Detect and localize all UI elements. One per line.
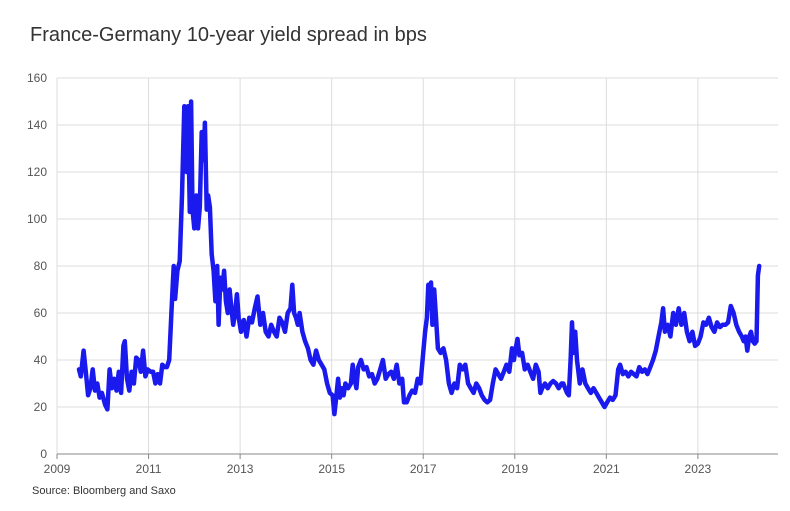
y-tick-label: 20 xyxy=(34,400,48,414)
x-tick-label: 2015 xyxy=(318,462,345,476)
x-tick-label: 2019 xyxy=(501,462,528,476)
y-tick-label: 140 xyxy=(27,118,47,132)
y-tick-label: 40 xyxy=(34,353,48,367)
series-line xyxy=(76,99,762,417)
x-tick-label: 2023 xyxy=(685,462,712,476)
x-tick-label: 2011 xyxy=(136,462,162,476)
x-tick-label: 2021 xyxy=(593,462,620,476)
x-axis-ticks: 2009 2011 2013 2015 2017 2019 2021 2023 xyxy=(44,454,712,476)
y-tick-label: 0 xyxy=(40,447,47,461)
y-tick-label: 60 xyxy=(34,306,48,320)
y-axis-ticks: 0 20 40 60 80 100 120 140 160 xyxy=(27,71,47,461)
y-tick-label: 80 xyxy=(34,259,48,273)
y-tick-label: 120 xyxy=(27,165,47,179)
source-note: Source: Bloomberg and Saxo xyxy=(32,485,176,497)
x-tick-label: 2013 xyxy=(227,462,254,476)
y-tick-label: 160 xyxy=(27,71,47,85)
y-tick-label: 100 xyxy=(27,212,47,226)
grid-lines xyxy=(56,77,778,455)
x-tick-label: 2017 xyxy=(410,462,437,476)
x-tick-label: 2009 xyxy=(44,462,71,476)
chart-title: France-Germany 10-year yield spread in b… xyxy=(30,24,427,46)
